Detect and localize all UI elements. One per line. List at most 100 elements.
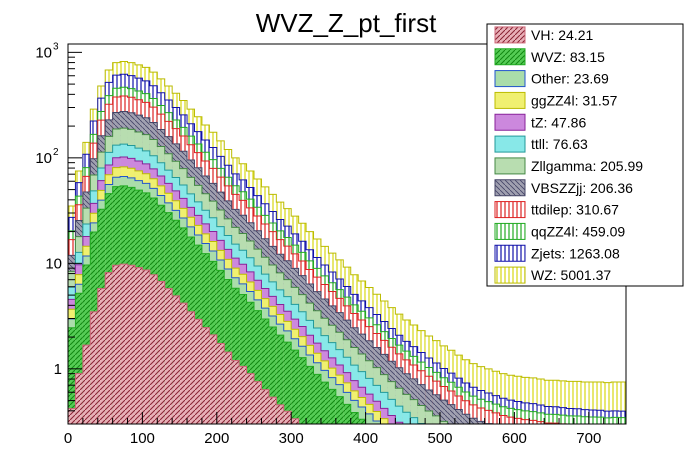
bar-10-72 <box>596 417 604 424</box>
bar-8-52 <box>447 404 455 424</box>
bar-9-64 <box>536 421 545 424</box>
bar-1-16 <box>179 303 188 424</box>
bar-10-66 <box>551 414 560 424</box>
legend-item: Other: 23.69 <box>494 70 609 88</box>
bar-12-75 <box>618 382 626 424</box>
x-tick-label: 400 <box>353 430 378 447</box>
y-tick-exponent: 3 <box>53 41 59 52</box>
x-tick-label: 700 <box>576 430 601 447</box>
bar-9-55 <box>469 404 478 424</box>
legend-label: Zjets: 1263.08 <box>531 245 620 261</box>
bar-6-47 <box>410 417 418 424</box>
bar-1-18 <box>194 319 202 424</box>
legend-label: ttdilep: 310.67 <box>531 202 619 218</box>
bar-2-33 <box>306 366 314 424</box>
bar-12-61 <box>514 376 522 424</box>
legend-item: VBSZZjj: 206.36 <box>494 179 633 197</box>
bar-8-54 <box>462 414 470 424</box>
y-tick-label: 10 <box>35 44 52 61</box>
plot-area <box>68 60 626 425</box>
legend-label: tZ: 47.86 <box>531 114 586 130</box>
bar-1-27 <box>261 389 269 424</box>
bar-7-50 <box>432 415 440 424</box>
bar-12-68 <box>566 381 574 424</box>
bar-7-51 <box>440 421 448 424</box>
bar-1-15 <box>172 295 180 424</box>
legend-label: ttll: 76.63 <box>531 136 588 152</box>
bar-1-19 <box>201 327 210 424</box>
bar-1-5 <box>97 288 106 424</box>
bar-2-37 <box>335 396 344 424</box>
bar-10-60 <box>506 408 515 424</box>
bar-10-64 <box>536 412 545 424</box>
legend-label: ggZZ4l: 31.57 <box>531 92 618 108</box>
bar-8-56 <box>477 421 485 424</box>
bar-2-31 <box>291 350 299 424</box>
bar-6-45 <box>395 406 403 424</box>
bar-7-47 <box>410 399 418 424</box>
bar-1-4 <box>90 311 98 424</box>
x-tick-label: 500 <box>427 430 452 447</box>
bar-2-27 <box>261 319 269 424</box>
bar-2-1 <box>68 327 76 424</box>
bar-7-48 <box>417 405 426 424</box>
legend-item: ggZZ4l: 31.57 <box>494 91 618 109</box>
bar-2-24 <box>239 294 247 424</box>
bar-12-67 <box>559 380 567 424</box>
legend-swatch <box>494 135 526 153</box>
bar-1-17 <box>187 311 195 424</box>
bar-2-40 <box>358 419 366 424</box>
bar-10-63 <box>529 411 537 424</box>
bar-5-45 <box>395 422 403 424</box>
bar-7-46 <box>402 394 411 424</box>
bar-10-65 <box>544 414 552 424</box>
series-outline-9 <box>68 95 626 425</box>
bar-10-61 <box>514 409 522 424</box>
bar-8-51 <box>440 400 448 424</box>
bar-12-72 <box>596 382 604 424</box>
y-tick-exponent: 2 <box>53 147 59 158</box>
bar-10-69 <box>573 416 582 424</box>
bar-4-42 <box>373 411 381 424</box>
bar-3-41 <box>365 413 374 424</box>
bar-6-46 <box>402 412 411 424</box>
bar-1-11 <box>142 270 150 424</box>
series-1 <box>68 263 626 425</box>
bar-2-32 <box>298 357 307 424</box>
bar-12-66 <box>551 380 560 424</box>
series-outline-8 <box>68 111 626 425</box>
bar-1-21 <box>216 343 225 424</box>
legend-swatch <box>494 244 526 262</box>
bar-3-40 <box>358 407 366 424</box>
x-tick-label: 200 <box>204 430 229 447</box>
bar-2-34 <box>313 374 321 424</box>
bar-1-3 <box>82 345 91 424</box>
bar-10-67 <box>559 415 567 424</box>
legend-swatch <box>494 266 526 284</box>
bar-2-26 <box>254 310 262 424</box>
series-outline-10 <box>68 86 626 419</box>
legend-swatch <box>494 113 526 131</box>
bar-12-63 <box>529 377 537 424</box>
legend-item: Zjets: 1263.08 <box>494 244 620 262</box>
bar-1-23 <box>231 360 240 424</box>
bar-9-62 <box>521 419 530 424</box>
legend-item: ttdilep: 310.67 <box>494 201 619 219</box>
bar-8-50 <box>432 394 440 424</box>
bar-10-74 <box>611 417 619 424</box>
bar-9-54 <box>462 400 470 424</box>
bar-7-49 <box>425 410 433 424</box>
bar-3-42 <box>373 420 381 424</box>
bar-12-64 <box>536 379 545 424</box>
x-tick-label: 300 <box>279 430 304 447</box>
bar-1-10 <box>134 267 143 424</box>
bar-2-36 <box>328 389 336 424</box>
bar-8-48 <box>417 384 426 424</box>
bar-2-30 <box>283 342 292 424</box>
legend-item: ttll: 76.63 <box>494 135 588 153</box>
bar-10-71 <box>588 416 597 424</box>
bar-9-61 <box>514 418 522 424</box>
bar-9-57 <box>484 410 493 424</box>
